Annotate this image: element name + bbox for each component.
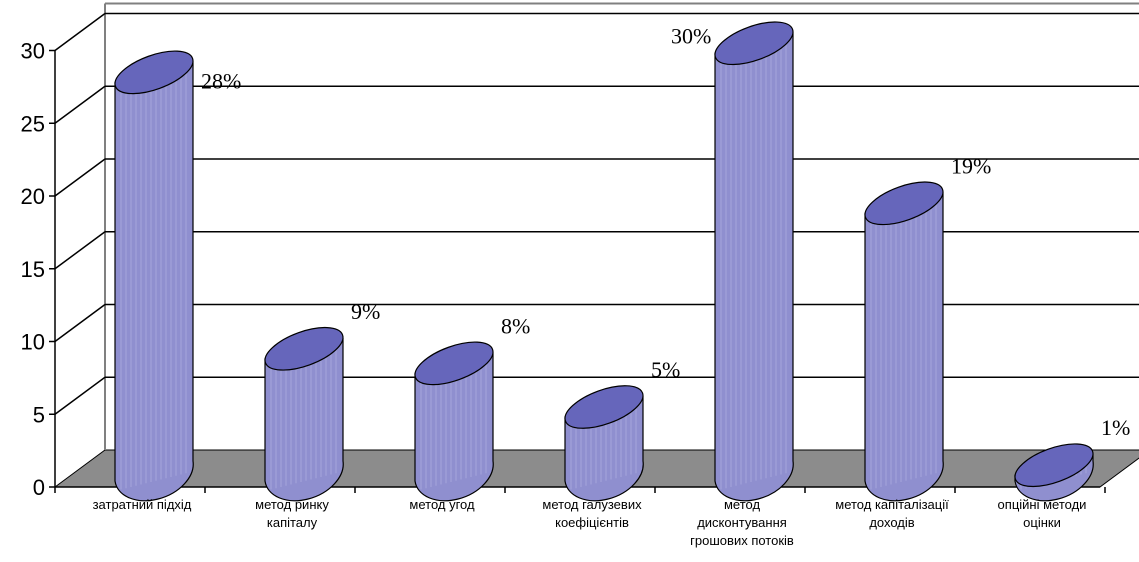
y-tick-label: 15 [21,257,45,282]
category-label: оцінки [1023,515,1061,530]
category-label: грошових потоків [690,533,794,548]
bar-top [114,50,194,95]
bar-body [114,61,194,502]
gridline-diagonal [54,158,106,197]
bar-top [864,181,944,226]
gridline-diagonal [54,12,106,52]
bar-body [264,338,344,502]
category-label: капіталу [267,515,318,530]
bar-0 [114,50,194,502]
y-tick-label: 10 [21,330,45,355]
data-label: 8% [501,313,530,338]
bar-top [414,341,494,386]
category-label: метод капіталізації [835,497,949,512]
bar-4 [714,21,794,502]
y-tick-label: 5 [33,402,45,427]
gridline-diagonal [54,85,106,124]
category-label: затратний підхід [93,497,192,512]
y-tick-label: 25 [21,111,45,136]
data-label: 9% [351,299,380,324]
bar-2 [414,341,494,502]
gridline-diagonal [54,303,106,343]
bar-body [864,192,944,502]
category-label: метод галузевих [542,497,642,512]
bar-6 [1014,443,1094,502]
category-label: дисконтування [697,515,787,530]
bar-1 [264,326,344,502]
y-tick-label: 30 [21,39,45,64]
data-label: 5% [651,357,680,382]
category-label: коефіцієнтів [555,515,629,530]
y-tick-label: 0 [33,475,45,500]
data-label: 19% [951,153,991,178]
data-label: 28% [201,68,241,93]
bar-top [714,21,794,66]
bar-body [414,352,494,502]
category-label: метод [724,497,760,512]
data-label: 1% [1101,415,1130,440]
bar-5 [864,181,944,502]
gridline-diagonal [54,376,106,415]
category-label: доходів [869,515,914,530]
y-tick-label: 20 [21,184,45,209]
bar-top [564,385,644,429]
data-label: 30% [671,23,711,48]
bar-body [714,32,794,502]
category-label: метод угод [409,497,475,512]
bar-3 [564,385,644,502]
bar-top [264,326,344,371]
category-label: опційні методи [998,497,1087,512]
bar-top [1014,443,1094,488]
gridline-diagonal [54,231,106,270]
category-label: метод ринку [255,497,329,512]
